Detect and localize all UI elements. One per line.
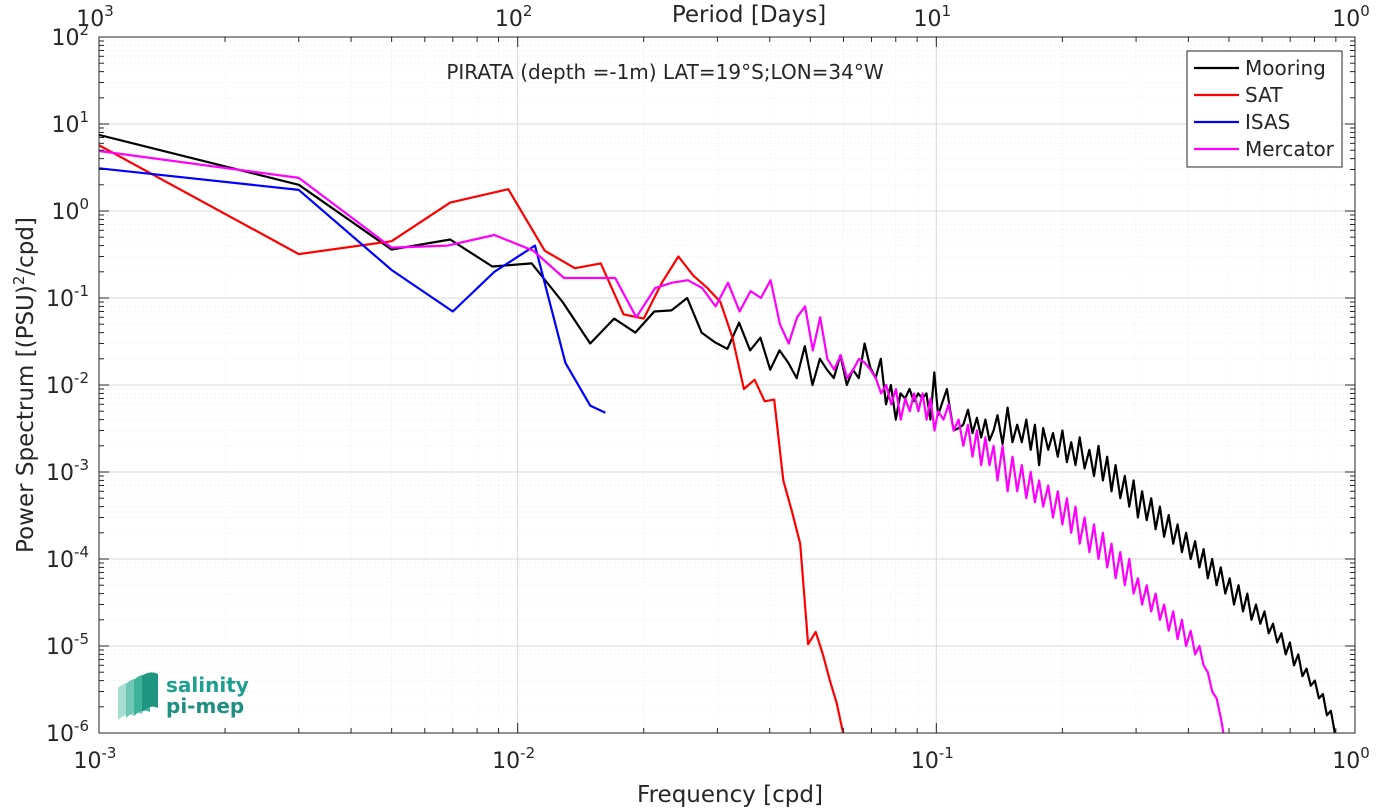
x-tick-label: 10-2 [492,744,535,774]
salinity-pi-mep-logo: salinity pi-mep [118,672,249,720]
x-axis-title: Frequency [cpd] [637,782,823,808]
logo-text-pi-mep: pi-mep [166,694,244,718]
tick-marks [98,37,1355,734]
y-tick-label: 10-6 [46,717,89,747]
x-tick-label: 100 [1332,744,1370,774]
legend-box [1186,50,1343,168]
top-tick-label: 100 [1332,2,1370,32]
legend: Mooring SAT ISAS Mercator [1186,50,1343,168]
series-line-isas [99,167,606,414]
legend-label-mooring: Mooring [1245,56,1326,80]
y-tick-label: 10-3 [46,456,89,486]
y-tick-label: 10-4 [46,543,89,573]
y-tick-label: 101 [51,108,89,138]
legend-label-mercator: Mercator [1245,137,1335,161]
plot-title: PIRATA (depth =-1m) LAT=19°S;LON=34°W [446,60,884,84]
y-tick-label: 102 [51,21,89,51]
wave-logo-icon [118,672,158,720]
top-axis-title: Period [Days] [672,2,826,28]
legend-label-isas: ISAS [1245,110,1290,134]
top-tick-label: 101 [914,2,952,32]
series-layer [99,133,1336,733]
y-axis-title: Power Spectrum [(PSU)2/cpd] [10,217,39,553]
y-tick-label: 100 [51,195,89,225]
top-tick-label: 103 [76,2,114,32]
legend-label-sat: SAT [1245,83,1283,107]
top-tick-label: 102 [495,2,533,32]
series-line-mercator [99,149,1225,733]
logo-text-salinity: salinity [166,673,249,697]
x-tick-label: 10-1 [911,744,954,774]
y-tick-label: 10-5 [46,630,89,660]
series-line-sat [99,144,845,733]
series-line-mooring [99,133,1336,733]
x-tick-label: 10-3 [74,744,117,774]
y-tick-label: 10-2 [46,369,89,399]
y-tick-label: 10-1 [46,282,89,312]
